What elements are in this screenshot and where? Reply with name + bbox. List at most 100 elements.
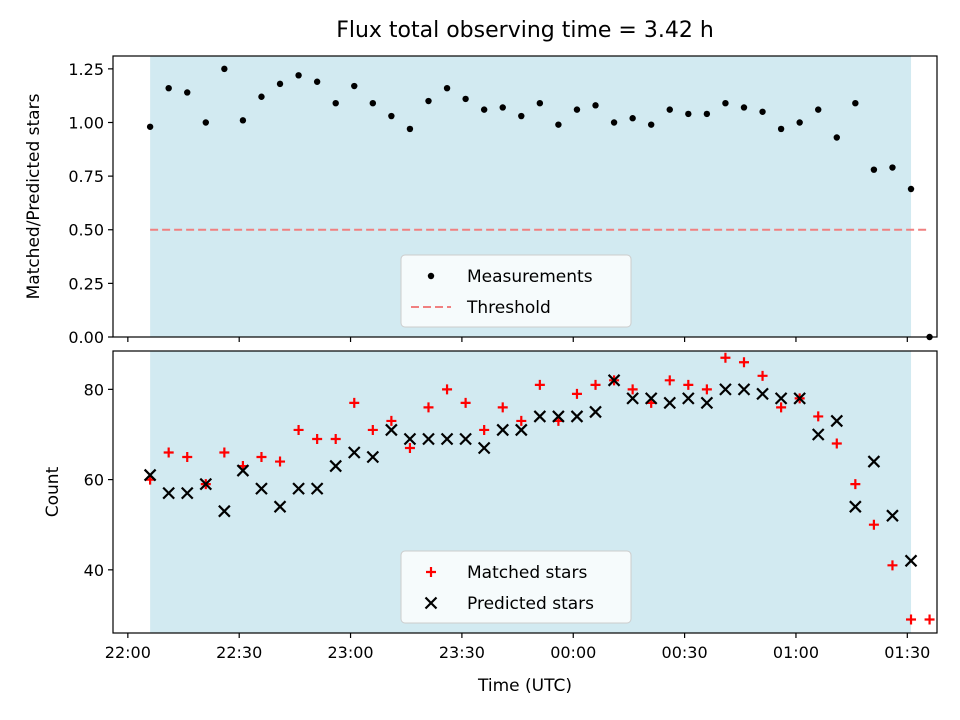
y-tick-label: 0.50	[68, 221, 104, 240]
measurements-point	[332, 99, 339, 107]
measurements-point	[499, 104, 506, 111]
measurements-point	[907, 185, 915, 193]
x-tick-label: 01:00	[773, 643, 819, 662]
measurements-point	[202, 119, 209, 126]
predicted-stars-point	[180, 486, 194, 500]
matched-stars-point	[219, 447, 230, 458]
y-tick-label: 0.25	[68, 274, 104, 293]
matched-stars-point	[404, 443, 415, 454]
predicted-stars-point	[162, 486, 175, 500]
matched-stars-point	[924, 614, 935, 625]
matched-stars-point	[906, 614, 917, 625]
y-tick-label: 0.75	[68, 167, 104, 186]
predicted-stars-point	[515, 423, 528, 437]
matched-stars-point	[497, 402, 508, 413]
predicted-stars-point	[682, 392, 695, 405]
matched-stars-point	[312, 433, 323, 444]
predicted-stars-point	[218, 504, 231, 518]
predicted-stars-point	[830, 414, 844, 428]
measurements-point	[592, 102, 599, 109]
y-tick-label: 60	[84, 471, 104, 490]
predicted-stars-point	[459, 432, 472, 446]
x-tick-label: 23:30	[439, 643, 485, 662]
y-tick-label: 1.00	[68, 113, 104, 132]
predicted-stars-point	[756, 387, 769, 401]
predicted-stars-point	[255, 482, 268, 495]
measurements-legend-swatch	[427, 272, 435, 280]
predicted-stars-point	[477, 441, 491, 455]
matched-stars-point	[720, 352, 731, 363]
plot-frame	[112, 55, 938, 338]
predicted-stars-point	[607, 374, 621, 387]
predicted-stars-point	[886, 509, 899, 522]
predicted-stars-point	[422, 432, 435, 446]
x-axis-label: Time (UTC)	[477, 676, 572, 696]
measurements-point	[258, 93, 265, 100]
matched-stars-point	[330, 433, 341, 444]
predicted-stars-point	[347, 446, 361, 459]
measurements-point	[276, 80, 284, 88]
matched-stars-point	[182, 452, 193, 463]
predicted-stars-point	[700, 396, 714, 410]
measurements-point	[889, 164, 896, 171]
measurements-point	[610, 119, 618, 126]
measurements-point	[666, 106, 673, 113]
predicted-stars-point	[273, 500, 287, 513]
measurements-point	[351, 82, 358, 90]
y-tick-label: 1.25	[68, 60, 104, 79]
y-tick-label: 40	[84, 561, 104, 580]
legend-box	[400, 550, 632, 624]
matched-stars-point	[349, 397, 360, 408]
predicted-stars-point	[774, 392, 788, 405]
measurements-point	[313, 78, 321, 85]
measurements-point	[165, 84, 172, 92]
measurements-point	[184, 89, 191, 96]
bottom-panel: 40 60 80 22:00 22:30 23:00 23:30 00:00 00:30 01:0…	[43, 350, 938, 696]
measurements-point	[629, 115, 636, 122]
predicted-stars-legend-swatch	[424, 596, 438, 610]
chart-title: Flux total observing time = 3.42 h	[336, 18, 714, 43]
matched-stars-point	[887, 560, 898, 571]
predicted-stars-point	[904, 554, 918, 568]
predicted-stars-point	[644, 392, 658, 405]
predicted-stars-point	[366, 450, 380, 464]
x-tick-label: 00:30	[662, 643, 708, 662]
predicted-stars-point	[292, 482, 305, 495]
matched-stars-point	[275, 456, 286, 467]
y-axis-label: Count	[43, 466, 63, 517]
top-panel: 0.00 0.25 0.50 0.75 1.00 1.25 Matched/Predicte…	[24, 55, 938, 347]
matched-stars-point	[850, 479, 861, 490]
x-tick-label: 22:00	[105, 643, 151, 662]
threshold-legend-label: Threshold	[466, 298, 551, 318]
measurements-point	[462, 95, 469, 103]
measurements-point	[796, 119, 803, 126]
measurements-point	[221, 65, 228, 73]
x-tick-label: 23:00	[327, 643, 373, 662]
matched-stars-point	[460, 397, 471, 408]
measurements-point	[536, 99, 544, 107]
x-tick-label: 01:30	[884, 643, 930, 662]
matched-stars-point	[701, 384, 712, 395]
predicted-stars-point	[570, 410, 584, 423]
matched-stars-point	[590, 379, 601, 390]
matched-stars-point	[367, 424, 378, 435]
matched-stars-point	[831, 438, 842, 449]
measurements-point	[555, 121, 562, 128]
matched-stars-point	[479, 424, 490, 435]
predicted-stars-point	[329, 459, 342, 473]
matched-stars-point	[813, 411, 824, 422]
predicted-stars-point	[811, 428, 825, 441]
measurements-point	[777, 125, 785, 133]
measurements-point	[685, 110, 692, 118]
matched-stars-point	[163, 447, 174, 458]
measurements-point	[573, 106, 581, 113]
x-tick-label: 22:30	[216, 643, 262, 662]
predicted-stars-point	[496, 423, 510, 437]
matched-stars-point	[627, 384, 638, 395]
predicted-stars-point	[663, 396, 677, 410]
measurements-point	[703, 110, 711, 118]
predicted-stars-point	[552, 410, 565, 423]
matched-stars-point	[256, 452, 267, 463]
y-tick-label: 80	[84, 380, 104, 399]
matched-stars-point	[386, 415, 397, 426]
